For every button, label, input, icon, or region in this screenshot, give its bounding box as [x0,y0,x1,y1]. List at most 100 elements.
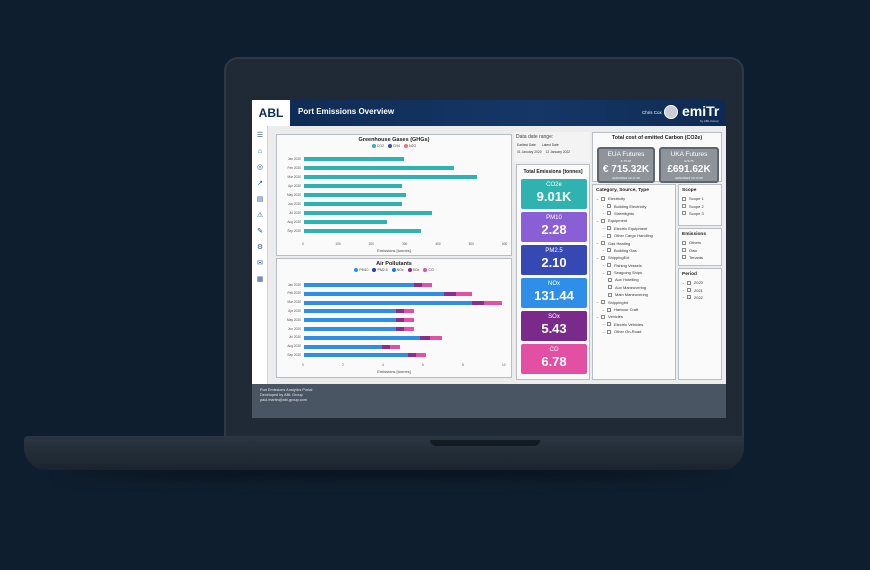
checkbox[interactable] [601,314,605,319]
checkbox[interactable] [682,196,686,201]
bar-segment[interactable] [404,318,414,323]
chevron-down-icon[interactable]: ⌄ [682,280,685,285]
home-icon[interactable]: ⌂ [257,147,263,155]
chevron-down-icon[interactable]: ⌄ [602,322,605,327]
filter-item[interactable]: Scope 3 [679,210,721,217]
chevron-down-icon[interactable]: ⌄ [602,248,605,253]
filter-item[interactable]: Aux Hotelling [593,276,675,283]
emission-card-sox[interactable]: SOx 5.43 [521,311,587,341]
chevron-down-icon[interactable]: ⌄ [596,196,599,201]
chevron-down-icon[interactable]: ⌄ [602,263,605,268]
bar-segment[interactable] [484,300,502,305]
bar-segment[interactable] [390,344,400,349]
filter-item[interactable]: Own [679,246,721,253]
bar-segment[interactable] [304,283,414,287]
footer-email[interactable]: paul.martin@abl-group.com [260,398,307,402]
document-icon[interactable]: ▤ [256,196,264,203]
alert-icon[interactable]: ⚠ [256,212,264,219]
filter-item[interactable]: ⌄ ShippingInt [593,298,675,305]
legend-item[interactable]: SOx [407,268,419,272]
checkbox[interactable] [608,285,612,290]
filter-item[interactable]: ⌄ 2020 [679,279,721,286]
earliest-date-input[interactable]: 01 January 2020 [517,150,542,154]
filter-item[interactable]: ⌄ Vehicles [593,313,675,320]
bar-segment[interactable] [304,291,444,296]
bar-segment[interactable] [304,344,382,349]
bar-segment[interactable] [408,353,416,358]
emission-card-co2e[interactable]: CO2e 9.01K [521,179,587,209]
checkbox[interactable] [682,248,686,253]
filter-item[interactable]: Tenants [679,254,721,261]
chevron-down-icon[interactable]: ⌄ [596,300,599,305]
mail-icon[interactable]: ✉ [257,260,263,267]
checkbox[interactable] [601,196,605,201]
checkbox[interactable] [682,255,686,260]
legend-item[interactable]: CO2 [371,144,384,148]
checkbox[interactable] [601,300,605,305]
gear-icon[interactable]: ⚙ [256,244,264,251]
bar-segment[interactable] [396,318,404,323]
bar[interactable] [304,166,454,170]
checkbox[interactable] [607,307,611,312]
chevron-down-icon[interactable]: ⌄ [602,307,605,312]
chevron-down-icon[interactable]: ⌄ [602,233,605,238]
bar[interactable] [304,157,404,161]
filter-item[interactable]: Aux Maneuvering [593,284,675,291]
legend-item[interactable]: N2O [404,144,416,148]
filter-item[interactable]: ⌄ Electric Vehicles [593,321,675,328]
chevron-down-icon[interactable]: ⌄ [682,295,685,300]
filter-item[interactable]: Main Maneuvering [593,291,675,298]
emission-card-pm25[interactable]: PM2.5 2.10 [521,245,587,275]
bar-segment[interactable] [304,353,408,358]
abl-logo[interactable]: ABL [252,100,290,126]
checkbox[interactable] [607,233,611,238]
bar-segment[interactable] [396,327,404,331]
checkbox[interactable] [682,211,686,216]
filter-item[interactable]: ⌄ Electric Equipment [593,225,675,232]
emission-card-pm10[interactable]: PM10 2.28 [521,212,587,242]
bar-segment[interactable] [304,300,472,305]
bar-segment[interactable] [404,327,414,331]
grid-icon[interactable]: ▦ [256,276,264,283]
filter-item[interactable]: ⌄ Equipment [593,217,675,224]
bar-segment[interactable] [304,327,396,331]
checkbox[interactable] [601,255,605,260]
bar-segment[interactable] [422,283,432,287]
checkbox[interactable] [607,270,611,275]
filter-item[interactable]: ⌄ Other Cargo Handling [593,232,675,239]
emission-card-nox[interactable]: NOx 131.44 [521,278,587,308]
checkbox[interactable] [607,329,611,334]
checkbox[interactable] [682,204,686,209]
bar-segment[interactable] [456,291,472,296]
checkbox[interactable] [608,292,612,297]
filter-item[interactable]: ⌄ Building Electricity [593,202,675,209]
bar[interactable] [304,202,403,206]
bar[interactable] [304,184,403,188]
chevron-down-icon[interactable]: ⌄ [602,270,605,275]
filter-item[interactable]: ⌄ Electricity [593,195,675,202]
filter-item[interactable]: Scope 1 [679,195,721,202]
bar-segment[interactable] [396,309,404,314]
checkbox[interactable] [607,226,611,231]
bar[interactable] [304,211,433,215]
filter-item[interactable]: ⌄ Other On-Road [593,328,675,335]
legend-item[interactable]: PM2.5 [372,268,388,272]
legend-item[interactable]: NOx [391,268,404,272]
emission-card-co[interactable]: CO 6.78 [521,344,587,374]
avatar[interactable] [664,105,678,119]
checkbox[interactable] [607,248,611,253]
checkbox[interactable] [687,280,691,285]
hamburger-icon[interactable]: ☰ [256,132,264,139]
filter-item[interactable]: ⌄ Gas Heating [593,239,675,246]
chevron-down-icon[interactable]: ⌄ [602,204,605,209]
bar[interactable] [304,175,478,179]
chevron-down-icon[interactable]: ⌄ [596,241,599,246]
bar-segment[interactable] [420,335,430,340]
legend-item[interactable]: CO [423,268,434,272]
bar[interactable] [304,193,406,197]
chart-icon[interactable]: ↗ [257,180,263,187]
bar-segment[interactable] [304,335,420,340]
pen-icon[interactable]: ✎ [257,228,263,235]
bar-segment[interactable] [304,309,396,314]
filter-item[interactable]: ⌄ 2021 [679,286,721,293]
